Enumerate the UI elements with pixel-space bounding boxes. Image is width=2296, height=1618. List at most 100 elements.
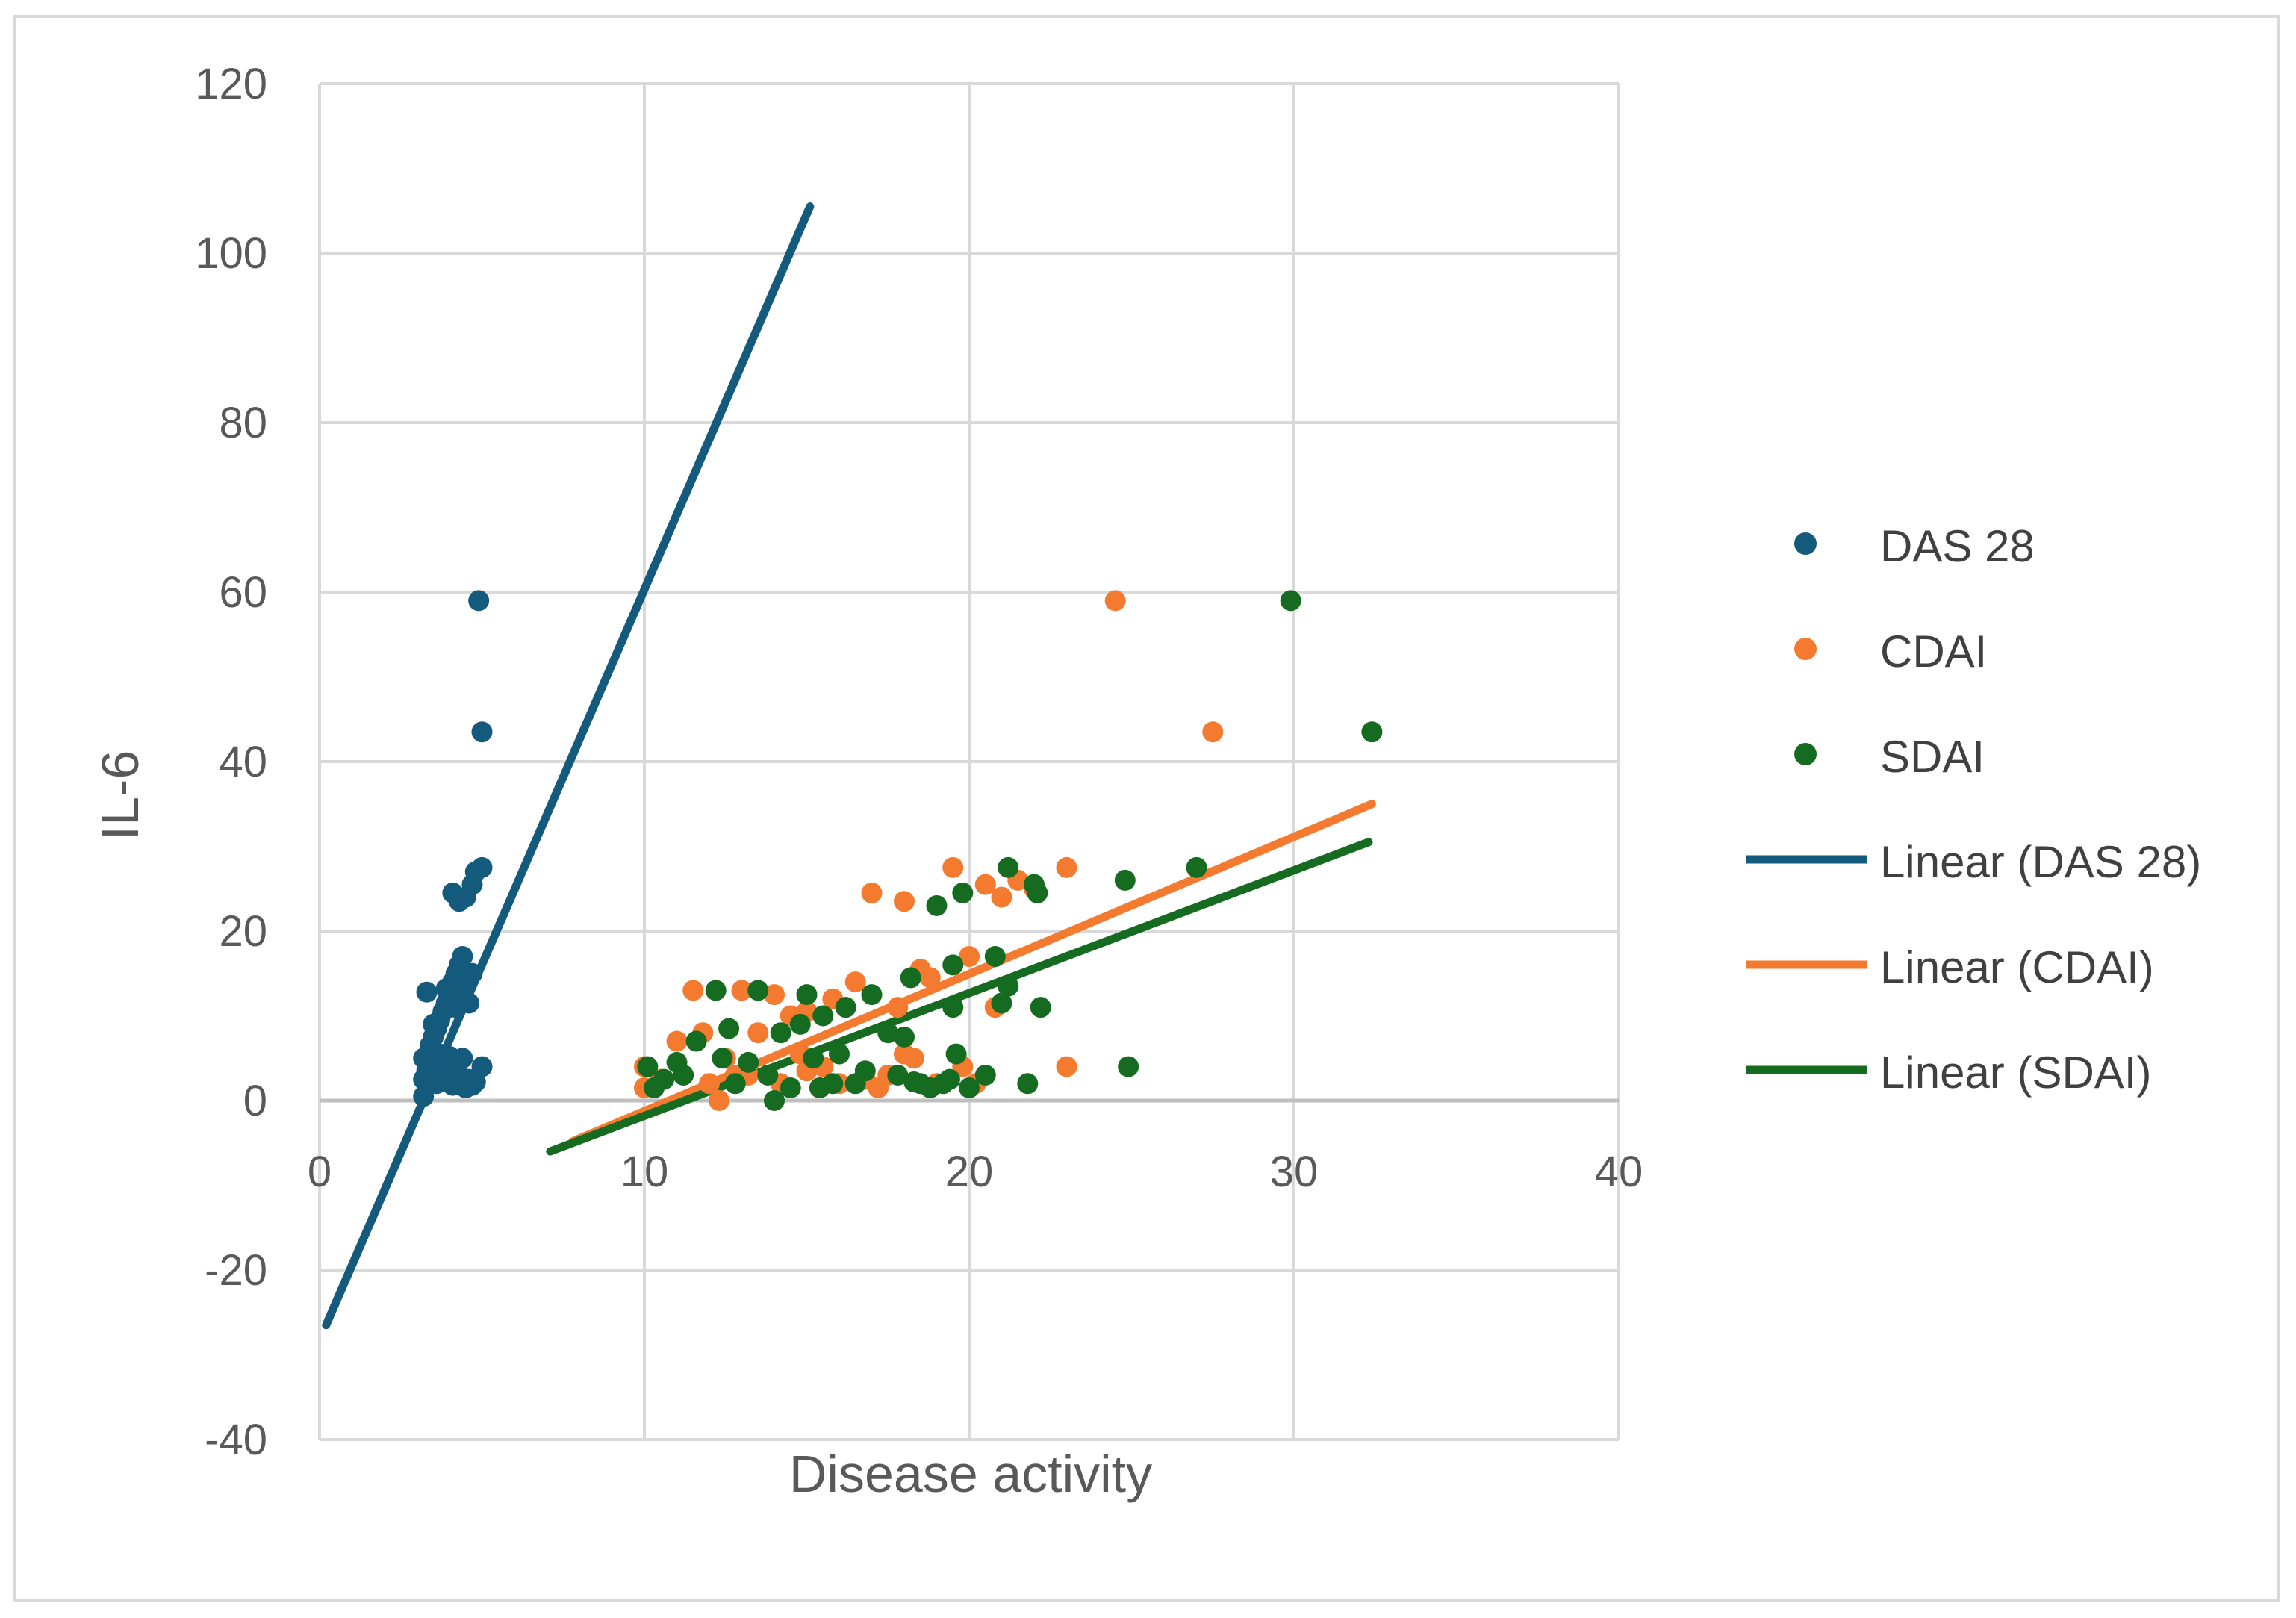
point-sdai — [894, 1026, 915, 1048]
point-cdai — [991, 886, 1012, 908]
point-sdai — [974, 1064, 996, 1086]
point-sdai — [764, 1090, 785, 1111]
legend-label: SDAI — [1880, 732, 1985, 782]
y-tick-label: 60 — [219, 568, 267, 617]
point-sdai — [942, 954, 964, 976]
point-sdai — [1017, 1073, 1039, 1095]
point-das-28 — [471, 1056, 493, 1077]
legend-marker — [1794, 532, 1817, 555]
x-tick-label: 10 — [620, 1148, 669, 1196]
data-points — [413, 590, 1383, 1111]
point-cdai — [887, 997, 909, 1018]
gridlines — [318, 82, 1620, 1441]
point-sdai — [653, 1068, 675, 1090]
trendline-sdai — [546, 838, 1373, 1156]
point-sdai — [1114, 869, 1136, 891]
point-sdai — [738, 1051, 759, 1073]
point-sdai — [861, 984, 883, 1006]
y-tick-label: 120 — [195, 60, 267, 108]
point-sdai — [1361, 721, 1383, 743]
point-sdai — [1186, 856, 1207, 878]
y-tick-label: 40 — [219, 738, 267, 786]
y-tick-label: -40 — [205, 1416, 267, 1464]
point-cdai — [974, 874, 996, 895]
tick-labels: -40 -20 0 20 40 60 80 100 120 0 10 20 30 40 — [195, 60, 1643, 1464]
point-sdai — [637, 1056, 659, 1077]
point-sdai — [812, 1005, 834, 1027]
point-cdai — [1056, 1056, 1077, 1077]
point-sdai — [835, 997, 856, 1018]
point-sdai — [991, 992, 1012, 1014]
point-sdai — [770, 1022, 791, 1044]
point-sdai — [998, 975, 1019, 997]
legend-label: Linear (SDAI) — [1880, 1048, 2151, 1098]
legend-label: CDAI — [1880, 626, 1987, 676]
legend: DAS 28 CDAI SDAI Linear (DAS 28) Linear (CDA… — [1746, 521, 2201, 1098]
point-das-28 — [439, 997, 460, 1018]
point-das-28 — [471, 721, 493, 743]
point-das-28 — [423, 1013, 444, 1035]
trendlines — [322, 202, 1376, 1330]
point-cdai — [903, 1048, 925, 1069]
x-tick-label: 0 — [308, 1148, 332, 1196]
point-cdai — [1056, 856, 1077, 878]
legend-label: DAS 28 — [1880, 521, 2035, 571]
point-cdai — [666, 1030, 688, 1052]
point-sdai — [780, 1077, 801, 1098]
point-cdai — [919, 967, 941, 989]
point-cdai — [844, 971, 866, 993]
point-cdai — [709, 1090, 730, 1111]
point-cdai — [699, 1073, 720, 1095]
point-das-28 — [468, 590, 490, 612]
legend-label: Linear (DAS 28) — [1880, 837, 2201, 887]
y-tick-label: 0 — [243, 1077, 267, 1125]
point-cdai — [747, 1022, 769, 1044]
point-sdai — [747, 980, 769, 1001]
chart-frame — [13, 15, 2280, 1602]
point-sdai — [942, 997, 964, 1018]
point-cdai — [1104, 590, 1126, 612]
point-sdai — [705, 980, 727, 1001]
point-sdai — [1118, 1056, 1139, 1077]
y-tick-label: -20 — [205, 1246, 267, 1295]
y-tick-label: 80 — [219, 399, 267, 447]
point-sdai — [724, 1073, 746, 1095]
y-axis-title: IL-6 — [91, 750, 149, 841]
point-cdai — [1202, 721, 1224, 743]
x-tick-label: 40 — [1595, 1148, 1643, 1196]
point-sdai — [887, 1064, 909, 1086]
point-sdai — [939, 1068, 960, 1090]
point-sdai — [789, 1013, 811, 1035]
point-sdai — [900, 967, 921, 989]
point-cdai — [942, 856, 964, 878]
point-sdai — [673, 1064, 694, 1086]
point-sdai — [903, 1071, 925, 1093]
point-cdai — [861, 882, 883, 903]
point-das-28 — [458, 992, 480, 1014]
legend-marker — [1794, 638, 1817, 660]
point-sdai — [1030, 997, 1051, 1018]
point-sdai — [998, 856, 1019, 878]
point-cdai — [764, 984, 785, 1006]
point-das-28 — [471, 856, 493, 878]
point-sdai — [959, 1077, 980, 1098]
point-sdai — [984, 946, 1006, 968]
point-sdai — [796, 984, 818, 1006]
point-sdai — [952, 882, 974, 903]
point-sdai — [712, 1048, 733, 1069]
point-das-28 — [461, 962, 483, 984]
point-sdai — [757, 1064, 779, 1086]
point-sdai — [945, 1043, 967, 1065]
point-sdai — [718, 1018, 740, 1039]
x-axis-title: Disease activity — [789, 1445, 1152, 1503]
trendline-das-28 — [322, 202, 815, 1330]
point-sdai — [809, 1077, 830, 1098]
point-cdai — [959, 946, 980, 968]
legend-label: Linear (CDAI) — [1880, 942, 2154, 992]
point-cdai — [894, 891, 915, 912]
point-das-28 — [416, 981, 438, 1003]
x-tick-label: 30 — [1270, 1148, 1319, 1196]
x-tick-label: 20 — [945, 1148, 994, 1196]
point-cdai — [731, 980, 753, 1001]
